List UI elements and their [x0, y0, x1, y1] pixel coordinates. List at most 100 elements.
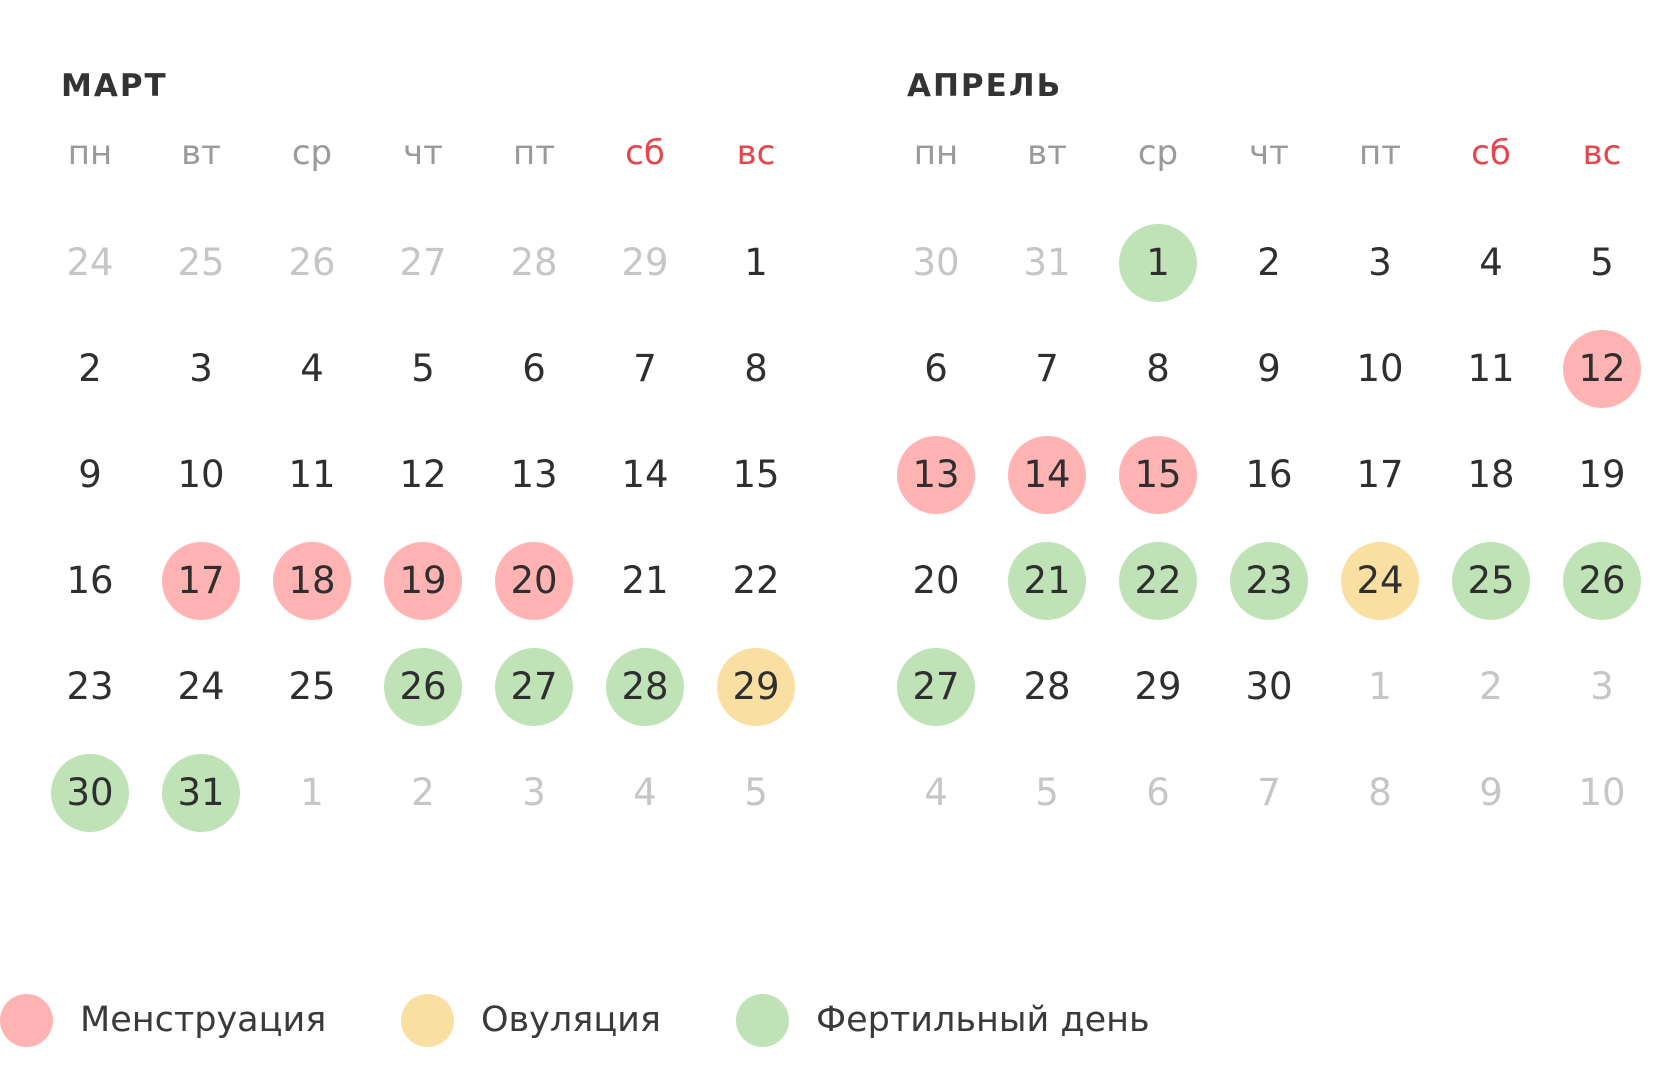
- day-cell-fertile[interactable]: 27: [897, 648, 975, 726]
- day-cell[interactable]: 8: [744, 347, 768, 390]
- day-cell[interactable]: 18: [1467, 453, 1515, 496]
- weekday-label: пн: [67, 133, 113, 173]
- day-cell-menstruation[interactable]: 15: [1119, 436, 1197, 514]
- day-cell-menstruation[interactable]: 13: [897, 436, 975, 514]
- day-cell[interactable]: 15: [732, 453, 780, 496]
- day-cell-adjacent-month[interactable]: 5: [744, 771, 768, 814]
- day-cell-fertile[interactable]: 22: [1119, 542, 1197, 620]
- day-cell-adjacent-month[interactable]: 29: [621, 241, 669, 284]
- day-cell-fertile[interactable]: 31: [162, 754, 240, 832]
- day-cell-adjacent-month[interactable]: 3: [522, 771, 546, 814]
- day-cell-adjacent-month[interactable]: 3: [1590, 665, 1614, 708]
- day-cell-adjacent-month[interactable]: 2: [411, 771, 435, 814]
- day-cell-adjacent-month[interactable]: 10: [1578, 771, 1626, 814]
- day-cell[interactable]: 19: [1578, 453, 1626, 496]
- day-cell-fertile[interactable]: 28: [606, 648, 684, 726]
- day-cell[interactable]: 20: [912, 559, 960, 602]
- day-cell[interactable]: 17: [1356, 453, 1404, 496]
- day-cell-fertile[interactable]: 25: [1452, 542, 1530, 620]
- day-cell-adjacent-month[interactable]: 27: [399, 241, 447, 284]
- weekday-label: сб: [1471, 133, 1511, 173]
- day-cell-adjacent-month[interactable]: 24: [66, 241, 114, 284]
- day-cell-adjacent-month[interactable]: 2: [1479, 665, 1503, 708]
- day-cell[interactable]: 4: [1479, 241, 1503, 284]
- day-cell[interactable]: 5: [411, 347, 435, 390]
- day-cell[interactable]: 6: [924, 347, 948, 390]
- day-cell-fertile[interactable]: 21: [1008, 542, 1086, 620]
- day-cell-adjacent-month[interactable]: 5: [1035, 771, 1059, 814]
- day-cell-adjacent-month[interactable]: 9: [1479, 771, 1503, 814]
- menstruation-dot-icon: [0, 994, 53, 1047]
- month-title: АПРЕЛЬ: [907, 68, 1063, 104]
- day-cell-adjacent-month[interactable]: 1: [300, 771, 324, 814]
- day-cell-adjacent-month[interactable]: 7: [1257, 771, 1281, 814]
- day-cell-ovulation[interactable]: 29: [717, 648, 795, 726]
- day-cell[interactable]: 14: [621, 453, 669, 496]
- day-cell-menstruation[interactable]: 18: [273, 542, 351, 620]
- day-cell-adjacent-month[interactable]: 4: [633, 771, 657, 814]
- day-cell[interactable]: 28: [1023, 665, 1071, 708]
- day-cell[interactable]: 9: [1257, 347, 1281, 390]
- day-cell[interactable]: 9: [78, 453, 102, 496]
- day-cell[interactable]: 12: [399, 453, 447, 496]
- day-cell[interactable]: 10: [177, 453, 225, 496]
- weekday-label: вт: [181, 133, 221, 173]
- day-cell-menstruation[interactable]: 17: [162, 542, 240, 620]
- fertile-day-dot-icon: [736, 994, 789, 1047]
- day-cell[interactable]: 24: [177, 665, 225, 708]
- day-cell-fertile[interactable]: 30: [51, 754, 129, 832]
- day-cell-fertile[interactable]: 26: [1563, 542, 1641, 620]
- day-cell[interactable]: 5: [1590, 241, 1614, 284]
- day-cell-adjacent-month[interactable]: 8: [1368, 771, 1392, 814]
- day-cell[interactable]: 21: [621, 559, 669, 602]
- weekday-label: вс: [736, 133, 776, 173]
- day-cell-fertile[interactable]: 1: [1119, 224, 1197, 302]
- day-cell-adjacent-month[interactable]: 30: [912, 241, 960, 284]
- day-cell-menstruation[interactable]: 12: [1563, 330, 1641, 408]
- day-cell-fertile[interactable]: 26: [384, 648, 462, 726]
- day-cell[interactable]: 7: [1035, 347, 1059, 390]
- legend-label: Овуляция: [481, 1000, 661, 1040]
- day-cell[interactable]: 13: [510, 453, 558, 496]
- day-cell[interactable]: 25: [288, 665, 336, 708]
- day-cell[interactable]: 7: [633, 347, 657, 390]
- day-cell[interactable]: 3: [189, 347, 213, 390]
- day-cell-adjacent-month[interactable]: 31: [1023, 241, 1071, 284]
- day-cell[interactable]: 16: [66, 559, 114, 602]
- day-cell-fertile[interactable]: 27: [495, 648, 573, 726]
- day-cell[interactable]: 22: [732, 559, 780, 602]
- day-cell[interactable]: 23: [66, 665, 114, 708]
- day-cell-adjacent-month[interactable]: 26: [288, 241, 336, 284]
- day-cell[interactable]: 11: [288, 453, 336, 496]
- day-cell-adjacent-month[interactable]: 28: [510, 241, 558, 284]
- weekday-label: чт: [403, 133, 443, 173]
- day-cell[interactable]: 29: [1134, 665, 1182, 708]
- day-cell-adjacent-month[interactable]: 6: [1146, 771, 1170, 814]
- ovulation-dot-icon: [401, 994, 454, 1047]
- weekday-label: ср: [1137, 133, 1179, 173]
- day-cell-fertile[interactable]: 23: [1230, 542, 1308, 620]
- day-cell[interactable]: 1: [744, 241, 768, 284]
- day-cell[interactable]: 6: [522, 347, 546, 390]
- weekday-label: чт: [1249, 133, 1289, 173]
- day-cell[interactable]: 11: [1467, 347, 1515, 390]
- day-cell[interactable]: 8: [1146, 347, 1170, 390]
- day-cell[interactable]: 2: [78, 347, 102, 390]
- day-cell[interactable]: 3: [1368, 241, 1392, 284]
- day-cell[interactable]: 10: [1356, 347, 1404, 390]
- day-cell[interactable]: 16: [1245, 453, 1293, 496]
- weekday-label: пт: [512, 133, 556, 173]
- day-cell-adjacent-month[interactable]: 25: [177, 241, 225, 284]
- weekday-label: пн: [913, 133, 959, 173]
- weekday-label: ср: [291, 133, 333, 173]
- day-cell-menstruation[interactable]: 20: [495, 542, 573, 620]
- weekday-label: вс: [1582, 133, 1622, 173]
- day-cell-adjacent-month[interactable]: 4: [924, 771, 948, 814]
- day-cell-menstruation[interactable]: 19: [384, 542, 462, 620]
- day-cell[interactable]: 2: [1257, 241, 1281, 284]
- day-cell[interactable]: 4: [300, 347, 324, 390]
- day-cell-ovulation[interactable]: 24: [1341, 542, 1419, 620]
- day-cell-menstruation[interactable]: 14: [1008, 436, 1086, 514]
- day-cell-adjacent-month[interactable]: 1: [1368, 665, 1392, 708]
- day-cell[interactable]: 30: [1245, 665, 1293, 708]
